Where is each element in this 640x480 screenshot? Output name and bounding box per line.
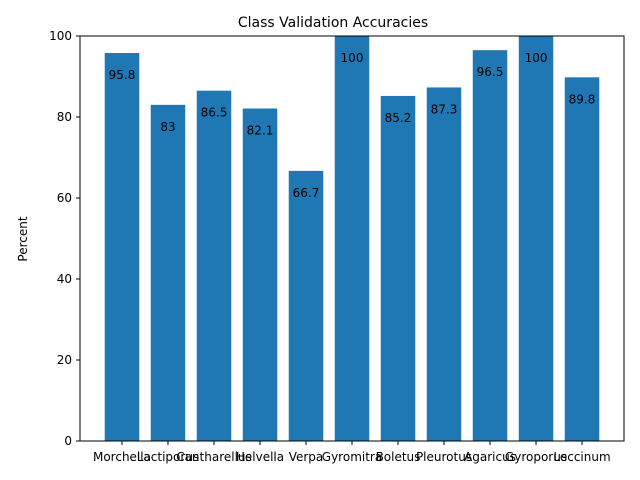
y-tick-label-100: 100 — [49, 29, 72, 43]
data-label-agaricus: 96.5 — [477, 65, 504, 79]
y-tick-label-60: 60 — [57, 191, 72, 205]
x-tick-label-gyroporus: Gyroporus — [505, 450, 567, 464]
y-tick-label-0: 0 — [64, 434, 72, 448]
data-label-pleurotus: 87.3 — [431, 102, 458, 116]
bar-pleurotus — [426, 87, 462, 441]
plot-frame — [79, 35, 625, 442]
bar-gyromitra — [334, 36, 370, 441]
bar-agaricus — [472, 50, 508, 442]
data-label-boletus: 85.2 — [385, 111, 412, 125]
x-tick-label-leccinum: Leccinum — [553, 450, 610, 464]
bar-cantharellus — [196, 90, 232, 442]
bar-boletus — [380, 95, 416, 441]
data-label-cantharellus: 86.5 — [201, 106, 228, 120]
x-tick-label-boletus: Boletus — [376, 450, 421, 464]
bar-helvella — [242, 108, 278, 441]
bar-verpa — [288, 170, 324, 441]
x-tick-label-helvella: Helvella — [236, 450, 284, 464]
bar-leccinum — [564, 77, 600, 441]
x-tick-label-pleurotus: Pleurotus — [416, 450, 472, 464]
x-tick-label-lactiporus: Lactiporus — [137, 450, 199, 464]
y-axis-label: Percent — [16, 216, 30, 261]
bar-lactiporus — [150, 104, 186, 441]
bars-group — [104, 36, 600, 442]
data-label-gyroporus: 100 — [525, 51, 548, 65]
data-labels-group: 95.8 83 86.5 82.1 66.7 100 85.2 87.3 96.5 100 89.8 — [109, 51, 596, 200]
data-label-gyromitra: 100 — [341, 51, 364, 65]
y-tick-label-40: 40 — [57, 272, 72, 286]
bar-gyroporus — [518, 36, 554, 441]
data-label-lactiporus: 83 — [160, 120, 175, 134]
y-tick-label-20: 20 — [57, 353, 72, 367]
x-tick-label-morchella: Morchella — [93, 450, 151, 464]
chart-title: Class Validation Accuracies — [238, 15, 428, 31]
data-label-leccinum: 89.8 — [569, 92, 596, 106]
y-tick-label-80: 80 — [57, 110, 72, 124]
x-tick-label-agaricus: Agaricus — [464, 450, 516, 464]
x-tick-label-gyromitra: Gyromitra — [322, 450, 382, 464]
y-axis-ticks: 0 20 40 60 80 100 — [49, 29, 80, 448]
bar-morchella — [104, 53, 140, 441]
x-tick-label-cantharellus: Cantharellus — [176, 450, 252, 464]
x-tick-label-verpa: Verpa — [289, 450, 324, 464]
data-label-verpa: 66.7 — [293, 186, 320, 200]
data-label-morchella: 95.8 — [109, 68, 136, 82]
data-label-helvella: 82.1 — [247, 124, 274, 138]
